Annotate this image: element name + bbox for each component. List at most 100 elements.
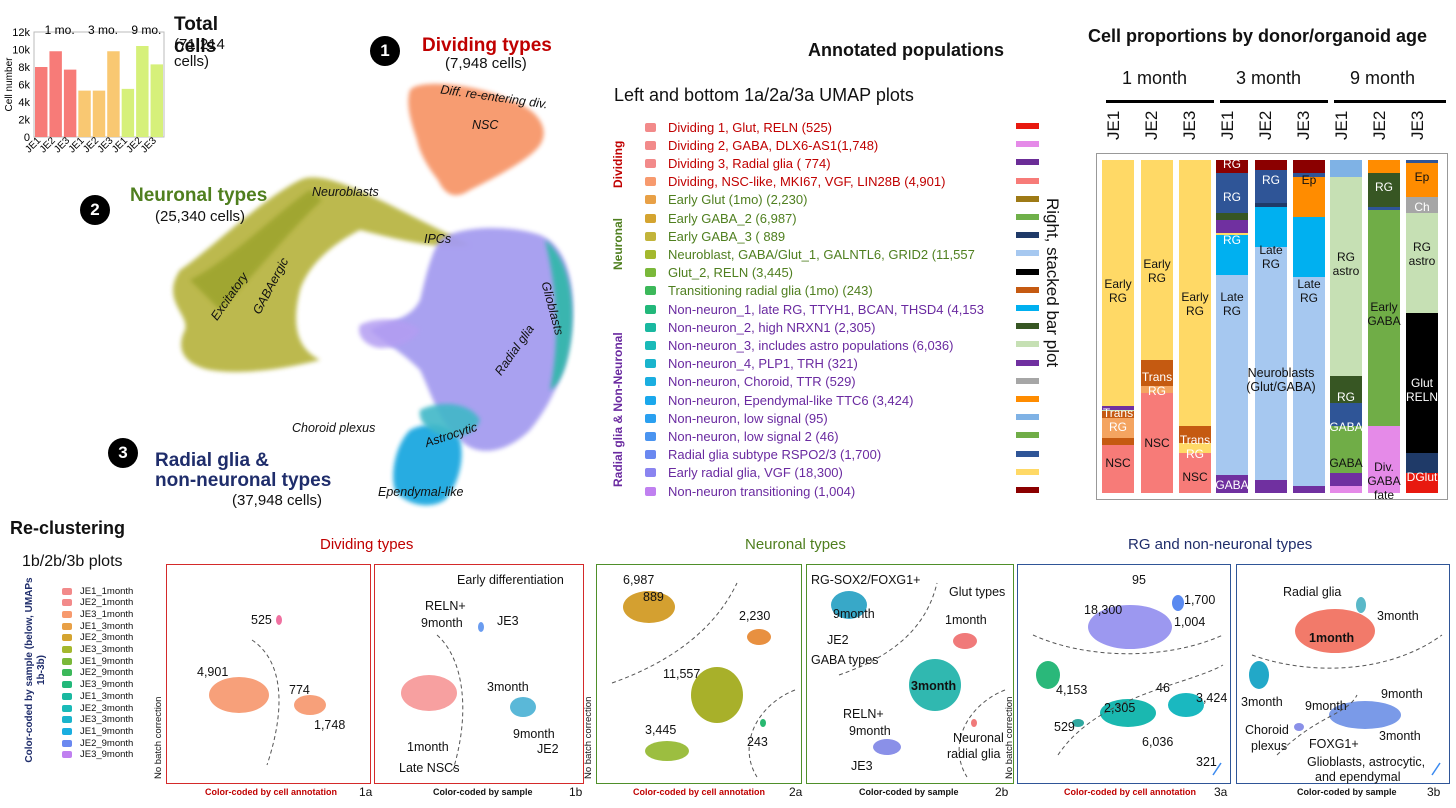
p2a-889: 889 [643,590,664,604]
legend-item: Non-neuron, Ependymal-like TTC6 (3,424) [645,391,913,409]
total-ytick: 4k [18,97,30,109]
legend-check-icon [645,304,656,314]
stack-label: Early GABA [1367,299,1401,328]
legend-item: Non-neuron transitioning (1,004) [645,482,855,500]
neuroblasts-label: Neuroblasts (Glut/GABA) [1246,366,1316,395]
stack-segment [1406,313,1438,454]
stack-label: NSC [1105,456,1131,471]
total-cells-subtitle: (71,214 cells) [174,36,225,70]
panel-3a-svg [1032,595,1224,776]
stack-segment [1179,426,1211,444]
sample-label: JE1_3month [80,690,134,702]
legend-swatch [1016,341,1039,348]
legend-swatch [1016,214,1039,220]
legend-label: Neuroblast, GABA/Glut_1, GALNTL6, GRID2 … [668,246,975,262]
legend-label: Radial glia subtype RSPO2/3 (1,700) [668,447,882,463]
legend-item: Early Glut (1mo) (2,230) [645,191,807,209]
rg-title-line2: non-neuronal types [155,470,332,491]
donor-label: JE1 [1332,110,1351,140]
p3b-footer: Color-coded by sample [1297,787,1397,797]
label-neuroblasts: Neuroblasts [312,185,379,199]
label-ipcs: IPCs [424,232,452,246]
legend-item: Early GABA_3 ( 889 [645,227,785,245]
total-ytick: 6k [18,80,30,92]
sample-legend-item: JE1_9month [62,655,133,667]
sample-legend-item: JE2_3month [62,632,133,644]
sample-check-icon [62,634,72,642]
stack-label: RG astro [1408,239,1436,268]
legend-check-icon [645,122,656,132]
p1a-4901: 4,901 [197,665,229,679]
radial-glia-cluster [370,228,573,451]
legend-check-icon [645,231,656,241]
age-1month: 1 month [1122,68,1188,88]
sample-check-icon [62,669,72,677]
annotated-legend: Dividing 1, Glut, RELN (525) Dividing 2, … [645,118,990,503]
sample-label: JE2_3month [80,702,134,714]
stack-segment [1255,169,1287,204]
stack-label: Glut RELN [1405,376,1438,405]
legend-label: Dividing, NSC-like, MKI67, VGF, LIN28B (… [668,174,946,190]
group-1-number: 1 [370,36,400,66]
p3a-18300: 18,300 [1084,603,1123,617]
sample-check-icon [62,692,72,700]
legend-label: Dividing 2, GABA, DLX6-AS1(1,748) [668,137,879,153]
p2b-glut-types: Glut types [949,585,1006,599]
p2b-gaba-types: GABA types [811,653,879,667]
legend-label: Non-neuron_1, late RG, TTYH1, BCAN, THSD… [668,301,984,317]
stack-label: RG [1223,156,1241,171]
stack-segment [1368,206,1400,210]
stack-label: GABA [1329,419,1363,434]
stack-segment [1368,173,1400,207]
stack-segment [1141,393,1173,493]
stack-segment [1406,473,1438,493]
legend-check-icon [645,413,656,423]
legend-check-icon [645,395,656,405]
legend-check-icon [645,377,656,387]
sample-legend-item: JE2_3month [62,702,133,714]
sample-check-icon [62,751,72,759]
legend-label: Dividing 1, Glut, RELN (525) [668,119,833,135]
legend-swatch [1016,305,1039,311]
legend-label: Non-neuron_4, PLP1, TRH (321) [668,356,858,372]
p3a-4153: 4,153 [1056,683,1088,697]
stack-segment [1330,486,1362,493]
sample-label: JE3_9month [80,679,134,691]
stack-segment [1102,418,1134,439]
stack-label: GABA [1329,456,1363,471]
panel-1a-svg [209,615,326,766]
group-3-number: 3 [108,438,138,468]
stack-segment [1255,479,1287,493]
p3a-footer: Color-coded by cell annotation [1064,787,1197,797]
age-1month-bracket [1106,100,1214,103]
total-age-label: 1 mo. [45,23,75,37]
total-bar [136,46,149,137]
p2a-6987: 6,987 [623,573,655,587]
sample-side-label: Color-coded by sample (below, UMAPs 1b-3… [24,577,47,763]
total-bar [121,88,135,137]
legend-item: Non-neuron, low signal (95) [645,409,828,427]
legend-item: Dividing 1, Glut, RELN (525) [645,118,832,136]
p3a-no-batch: No batch correction [1004,696,1015,779]
legend-swatch [1016,232,1039,239]
p2a-243: 243 [747,735,768,749]
legend-swatch [1016,177,1039,184]
p3a-6036: 6,036 [1142,735,1174,749]
stack-segment [1406,196,1438,214]
legend-label: Non-neuron_3, includes astro populations… [668,337,954,353]
proportions-title: Cell proportions by donor/organoid age [1088,26,1428,46]
stack-segment [1330,160,1362,177]
legend-check-icon [645,431,656,441]
p1b-early-diff: Early differentiation [457,573,564,587]
sample-check-icon [62,610,72,618]
sample-label: JE2_1month [80,597,134,609]
legend-swatch [1016,159,1039,166]
sample-label: JE2_3month [80,632,134,644]
stack-label: NSC [1182,469,1208,484]
sample-legend-item: JE1_1month [62,585,133,597]
legend-swatch [1016,396,1039,402]
legend-check-icon [645,468,656,478]
reclustering-subtitle: 1b/2b/3b plots [22,553,123,570]
stack-segment [1330,403,1362,427]
sample-legend-item: JE3_3month [62,644,133,656]
